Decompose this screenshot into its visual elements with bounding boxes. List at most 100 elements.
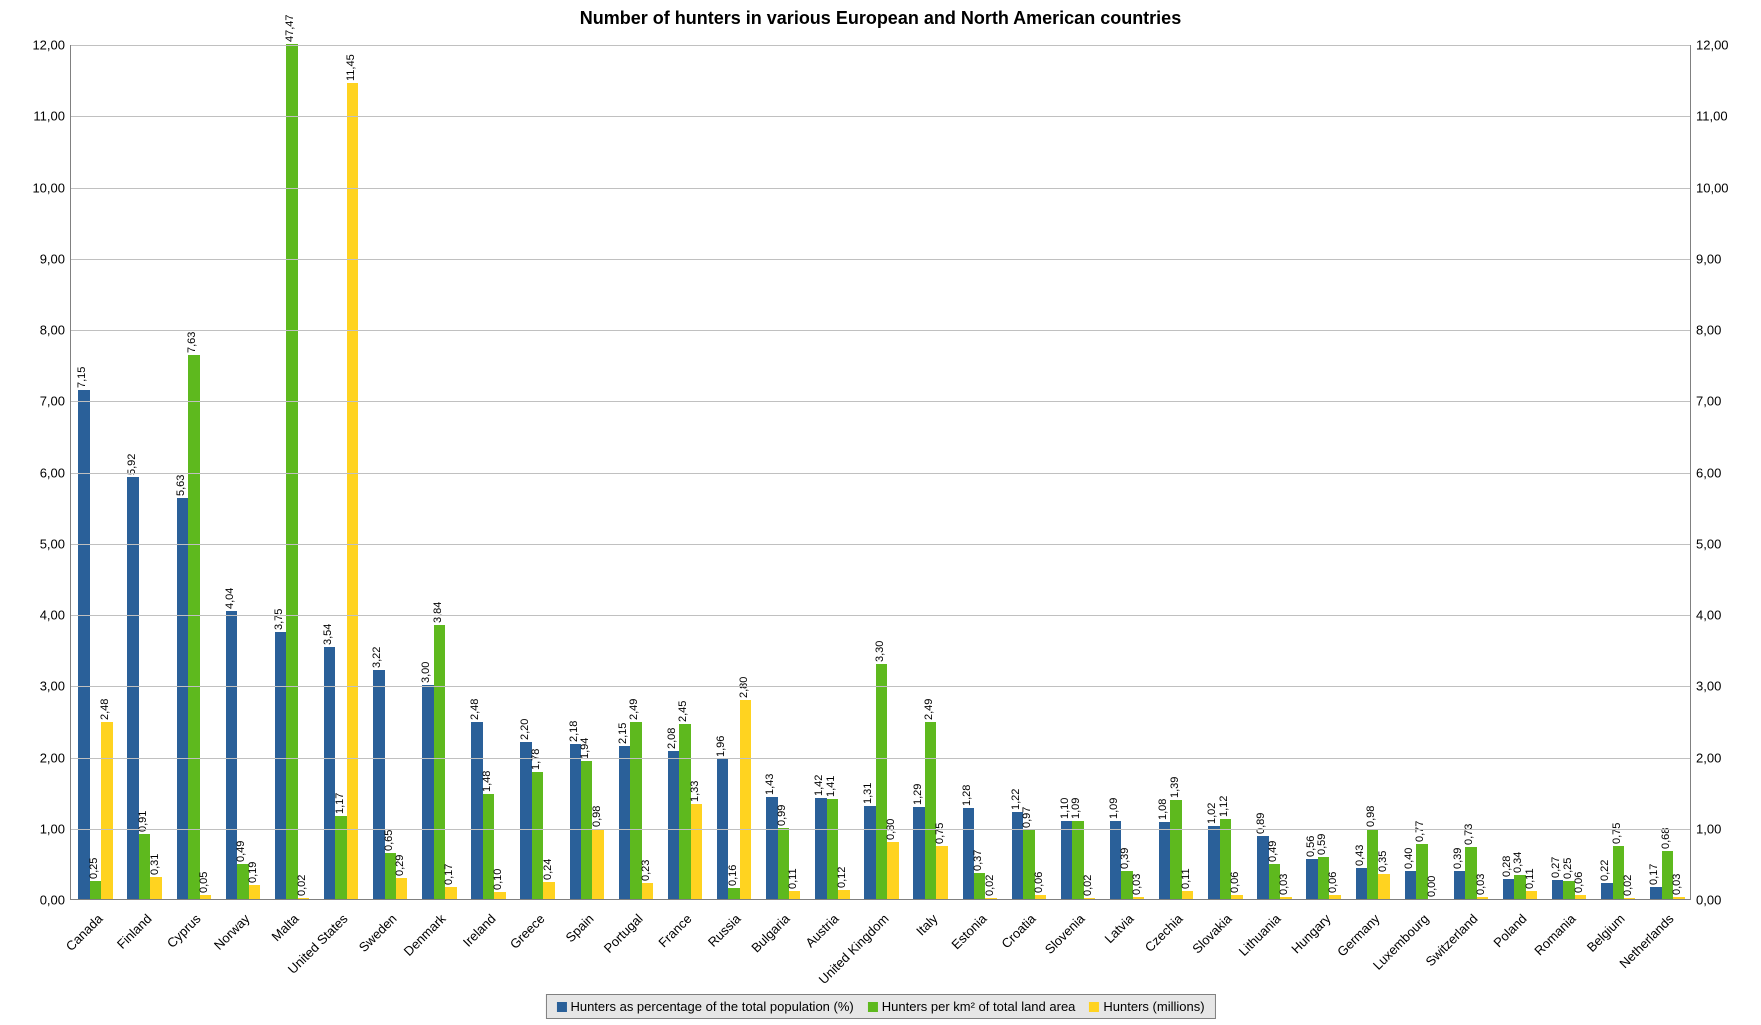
bar-mill	[592, 829, 603, 899]
bar-pct	[1552, 880, 1563, 899]
hunters-chart: Number of hunters in various European an…	[0, 0, 1761, 1025]
bar-mill	[1526, 891, 1537, 899]
bar-km2	[728, 888, 739, 899]
bar-value-label: 0,06	[1229, 871, 1241, 892]
bar-mill	[101, 722, 112, 899]
bar-pct	[815, 798, 826, 899]
bar-value-label: 0,25	[88, 858, 100, 879]
y-tick-right: 8,00	[1690, 324, 1721, 337]
bar-value-label: 0,02	[296, 874, 308, 895]
bar-pct	[1454, 871, 1465, 899]
x-axis-label: Cyprus	[164, 911, 204, 951]
bar-value-label: 0,40	[1403, 847, 1415, 868]
bar-value-label: 0,31	[149, 854, 161, 875]
bar-value-label: 0,98	[591, 806, 603, 827]
bar-value-label: 1,33	[689, 781, 701, 802]
bar-value-label: 0,56	[1305, 836, 1317, 857]
y-tick-left: 1,00	[40, 822, 71, 835]
bar-pct	[1356, 868, 1367, 899]
bar-value-label: 0,11	[1524, 869, 1536, 890]
bar-value-label: 1,78	[530, 749, 542, 770]
bar-value-label: 0,39	[1452, 848, 1464, 869]
bar-value-label: 0,17	[443, 863, 455, 884]
bar-value-label: 7,63	[186, 332, 198, 353]
x-axis-label: Portugal	[601, 911, 646, 956]
bar-value-label: 0,03	[1475, 873, 1487, 894]
plot-area: 7,150,252,485,920,910,315,637,630,054,04…	[70, 45, 1691, 900]
bar-value-label: 0,27	[1550, 856, 1562, 877]
y-tick-right: 0,00	[1690, 894, 1721, 907]
bar-value-label: 0,16	[727, 864, 739, 885]
bar-value-label: 1,02	[1206, 803, 1218, 824]
bar-value-label: 0,29	[394, 855, 406, 876]
bar-mill	[396, 878, 407, 899]
bar-value-label: 0,25	[1562, 858, 1574, 879]
y-tick-left: 11,00	[33, 110, 71, 123]
bar-pct	[1306, 859, 1317, 899]
grid-line	[71, 259, 1690, 260]
bar-value-label: 0,23	[640, 859, 652, 880]
y-tick-left: 7,00	[40, 395, 71, 408]
x-axis-label: Sweden	[356, 911, 400, 955]
bar-pct	[1405, 871, 1416, 900]
bar-value-label: 3,00	[420, 662, 432, 683]
bar-value-label: 0,03	[1278, 873, 1290, 894]
bar-km2	[286, 44, 297, 899]
bar-value-label: 2,20	[519, 719, 531, 740]
grid-line	[71, 758, 1690, 759]
grid-line	[71, 401, 1690, 402]
x-axis-label: Bulgaria	[749, 911, 793, 955]
x-axis-label: Belgium	[1584, 911, 1628, 955]
bar-mill	[1084, 898, 1095, 899]
x-axis-label: Russia	[705, 911, 744, 950]
bar-pct	[1159, 822, 1170, 899]
bar-pct	[471, 722, 482, 899]
bar-value-label: 0,11	[787, 869, 799, 890]
y-tick-left: 9,00	[40, 252, 71, 265]
bar-value-label: 0,37	[972, 849, 984, 870]
y-tick-left: 4,00	[40, 609, 71, 622]
grid-line	[71, 686, 1690, 687]
bar-mill	[1035, 895, 1046, 899]
bar-value-label: 1,22	[1010, 789, 1022, 810]
bar-pct	[913, 807, 924, 899]
bar-value-label: 7,15	[76, 366, 88, 387]
bar-mill	[298, 898, 309, 899]
bar-value-label: 0,43	[1354, 845, 1366, 866]
x-axis-label: Canada	[62, 911, 105, 954]
bar-value-label: 2,48	[99, 699, 111, 720]
y-tick-left: 5,00	[40, 537, 71, 550]
bar-km2	[188, 355, 199, 899]
bar-pct	[1601, 883, 1612, 899]
x-axis-label: Malta	[269, 911, 302, 944]
bar-value-label: 0,59	[1316, 834, 1328, 855]
bar-pct	[275, 632, 286, 899]
bar-pct	[1503, 879, 1514, 899]
legend-label: Hunters per km² of total land area	[882, 999, 1076, 1014]
bar-value-label: 0,35	[1377, 851, 1389, 872]
bar-mill	[445, 887, 456, 899]
bar-pct	[1208, 826, 1219, 899]
y-tick-left: 0,00	[40, 894, 71, 907]
bar-value-label: 1,96	[715, 736, 727, 757]
bar-mill	[1231, 895, 1242, 899]
bar-pct	[324, 647, 335, 899]
x-axis-label: Greece	[506, 911, 547, 952]
x-axis-label: Lithuania	[1236, 911, 1284, 959]
bar-value-label: 1,28	[961, 784, 973, 805]
bar-value-label: 0,77	[1414, 821, 1426, 842]
y-tick-left: 2,00	[40, 751, 71, 764]
bar-value-label: 0,11	[1180, 869, 1192, 890]
bar-value-label: 0,02	[1082, 874, 1094, 895]
bar-mill	[200, 895, 211, 899]
bar-value-label: 1,39	[1169, 777, 1181, 798]
bar-km2	[90, 881, 101, 899]
x-axis-label: Finland	[114, 911, 155, 952]
y-tick-left: 6,00	[40, 466, 71, 479]
grid-line	[71, 473, 1690, 474]
legend-swatch	[1089, 1002, 1099, 1012]
grid-line	[71, 829, 1690, 830]
grid-line	[71, 116, 1690, 117]
bar-km2	[925, 722, 936, 899]
bar-value-label: 0,06	[1327, 871, 1339, 892]
